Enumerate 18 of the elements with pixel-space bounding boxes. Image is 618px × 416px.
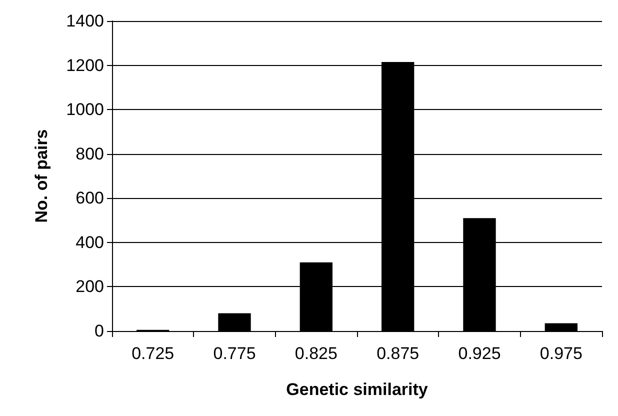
y-tick-label: 800 xyxy=(76,144,104,164)
bar xyxy=(544,323,578,331)
y-tick-label: 0 xyxy=(94,322,104,340)
x-tick-label: 0.975 xyxy=(540,344,582,363)
y-tick-label: 1400 xyxy=(66,12,104,30)
y-tick-label: 1200 xyxy=(66,56,104,75)
x-tick-label: 0.825 xyxy=(294,344,338,363)
bar xyxy=(218,313,251,331)
y-tick-label: 400 xyxy=(76,232,104,252)
x-tick-label: 0.925 xyxy=(458,344,501,363)
x-tick-label: 0.875 xyxy=(376,344,420,363)
y-tick-label: 200 xyxy=(76,277,104,296)
y-axis-title: No. of pairs xyxy=(32,129,51,223)
y-tick-label: 1000 xyxy=(66,100,104,120)
x-tick-label: 0.725 xyxy=(132,344,174,363)
x-axis-title: Genetic similarity xyxy=(286,380,428,399)
x-tick-label: 0.775 xyxy=(213,344,256,363)
y-tick-label: 600 xyxy=(76,188,104,208)
